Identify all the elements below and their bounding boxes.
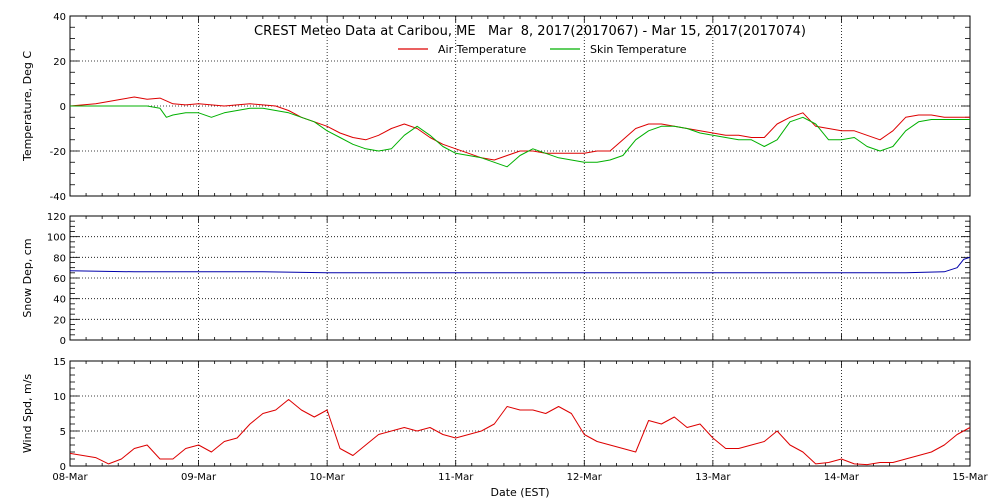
x-tick-label: 08-Mar [52,472,88,483]
y-tick-label: 0 [60,102,66,113]
x-tick-label: 09-Mar [181,472,217,483]
plot-frame [69,360,971,467]
y-tick-label: 5 [60,427,66,438]
x-tick-label: 10-Mar [310,472,346,483]
series-line-skin-temperature [70,105,970,168]
x-tick-label: 13-Mar [695,472,731,483]
y-tick-label: 20 [53,315,66,326]
panel-temperature-deg-c: -40 -20 0 20 40 Temperature, Deg C [21,12,971,203]
series-line-wind-spd-m-s [69,399,971,466]
legend: Air Temperature Skin Temperature [398,43,687,56]
y-tick-label: 40 [53,295,66,306]
x-tick-label: 12-Mar [567,472,603,483]
y-tick-label: 80 [53,253,66,264]
panel-wind-spd-m-s: 0 5 10 15 Wind Spd, m/s 08-Mar 09-Mar 10-Mar 11-… [21,357,988,483]
y-tick-label: 0 [60,336,66,347]
y-tick-label: 120 [47,212,66,223]
y-tick-label: 100 [47,233,66,244]
y-tick-label: 20 [53,57,66,68]
x-tick-label: 11-Mar [438,472,474,483]
x-tick-label: 15-Mar [952,472,988,483]
legend-label-air-temperature: Air Temperature [438,43,527,56]
panel-snow-dep-cm: 0 20 40 60 80 100 120 Snow Dep, cm [21,212,971,347]
y-tick-label: -20 [50,147,66,158]
y-tick-label: 15 [53,357,66,368]
y-tick-label: 0 [60,462,66,473]
y-tick-label: 60 [53,274,66,285]
chart-title: CREST Meteo Data at Caribou, ME Mar 8, 2… [254,24,806,39]
series-line-snow-dep-cm [69,256,971,274]
x-tick-label: 14-Mar [824,472,860,483]
legend-label-skin-temperature: Skin Temperature [590,43,687,56]
y-tick-label: 10 [53,392,66,403]
y-axis-label-temperature-deg-c: Temperature, Deg C [21,51,34,162]
y-axis-label-wind-spd-m-s: Wind Spd, m/s [21,374,34,454]
y-axis-label-snow-dep-cm: Snow Dep, cm [21,238,34,317]
x-axis-label: Date (EST) [490,486,549,499]
series-line-air-temperature [69,96,970,161]
y-tick-label: -40 [50,192,66,203]
y-tick-label: 40 [53,12,66,23]
